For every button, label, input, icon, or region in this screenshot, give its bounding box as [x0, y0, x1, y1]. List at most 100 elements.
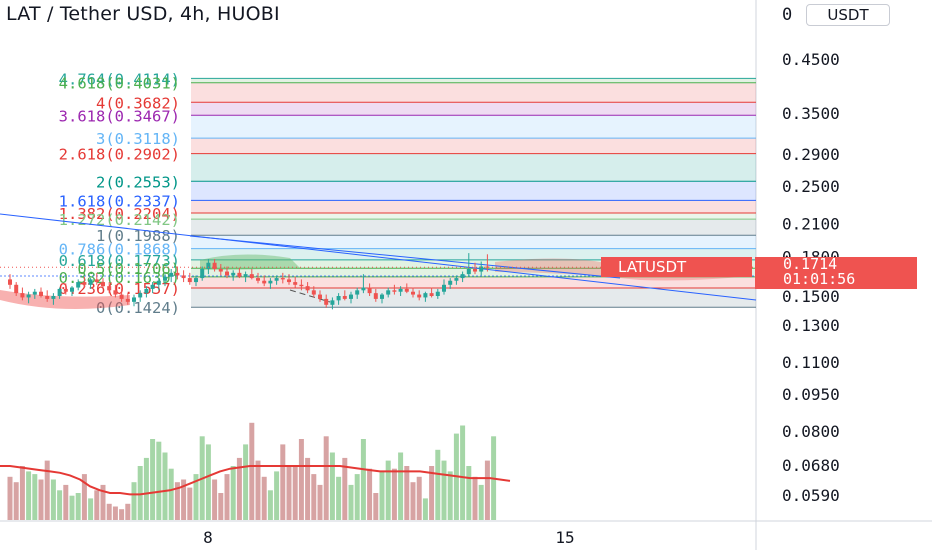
candle-body: [392, 290, 397, 292]
chart-title: LAT / Tether USD, 4h, HUOBI: [6, 3, 280, 25]
volume-bar: [317, 484, 323, 520]
volume-ma-line: [0, 465, 511, 496]
fib-level-label: 0.618(0.1773): [59, 252, 180, 270]
volume-bar: [404, 466, 410, 520]
top-axis-label: 0: [782, 5, 793, 25]
volume-bar: [193, 474, 199, 520]
fib-level-label: 1.272(0.2142): [59, 211, 180, 229]
price-axis-tick: 0.2900: [782, 145, 840, 164]
price-axis-tick: 0.0800: [782, 422, 840, 441]
candle-body: [404, 288, 409, 292]
volume-bar: [323, 436, 329, 520]
volume-bar: [286, 466, 292, 520]
fib-zone: [191, 78, 756, 83]
candle-body: [119, 294, 124, 299]
candle-body: [39, 291, 43, 296]
volume-bar: [168, 468, 174, 520]
price-axis-tick: 0.1100: [782, 353, 840, 372]
volume-bar: [243, 444, 249, 520]
candle-body: [32, 291, 37, 295]
candle-body: [311, 290, 316, 295]
candle-body: [256, 278, 260, 281]
volume-bar: [398, 452, 404, 520]
candle-body: [144, 288, 149, 294]
volume-bar: [19, 466, 25, 520]
candle-body: [206, 262, 211, 269]
candle-body: [138, 293, 143, 298]
volume-bar: [329, 452, 335, 520]
volume-bar: [385, 460, 391, 520]
candle-body: [101, 282, 105, 287]
volume-bar: [119, 509, 125, 520]
price-axis-tick: 0.1300: [782, 316, 840, 335]
candle-body: [454, 278, 459, 281]
volume-bar: [261, 476, 267, 520]
volume-bar: [230, 466, 236, 520]
candle-body: [243, 274, 248, 277]
candle-body: [355, 290, 360, 295]
fib-zone: [191, 235, 756, 249]
candle-body: [479, 266, 484, 272]
candle-body: [299, 284, 304, 287]
candle-body: [181, 275, 186, 279]
volume-bar: [181, 479, 187, 520]
volume-bar: [429, 466, 435, 520]
candle-body: [107, 286, 112, 291]
volume-bar: [50, 479, 56, 520]
volume-bar: [360, 439, 366, 520]
volume-bar: [342, 457, 348, 520]
fib-zone: [191, 153, 756, 182]
candle-body: [249, 274, 254, 279]
fib-level-label: 4(0.3682): [96, 94, 180, 112]
volume-bar: [7, 476, 13, 520]
fib-zone: [191, 212, 756, 220]
volume-bar: [416, 476, 422, 520]
fib-level-label: 4.618(0.4031): [59, 75, 180, 93]
cloud-band-green: [200, 254, 300, 270]
volume-bar: [274, 471, 280, 520]
candle-body: [342, 296, 347, 299]
candle-body: [485, 266, 490, 268]
candle-body: [398, 288, 403, 292]
currency-unit-selector[interactable]: USDT: [806, 4, 890, 26]
last-price-label: 0.1714 01:01:56: [755, 257, 917, 289]
candle-body: [14, 284, 19, 294]
fib-level-label: 1.618(0.2337): [59, 192, 180, 210]
fib-level-label: 0.5(0.1706): [77, 260, 180, 278]
volume-bar: [255, 460, 261, 520]
fib-zone: [191, 138, 756, 154]
candle-body: [156, 280, 161, 285]
fib-zone: [191, 115, 756, 139]
candle-body: [169, 272, 174, 277]
candle-body: [212, 262, 217, 269]
volume-bar: [69, 495, 75, 520]
volume-bar: [379, 471, 385, 520]
candle-body: [163, 276, 167, 281]
fib-level-label: 2.618(0.2902): [59, 146, 180, 164]
fib-zone: [191, 268, 756, 277]
candle-body: [51, 296, 56, 299]
volume-bar: [292, 466, 298, 520]
volume-bar: [249, 422, 255, 520]
candle-body: [57, 288, 62, 296]
volume-bar: [32, 474, 38, 520]
fib-level-label: 1.382(0.2204): [59, 205, 180, 223]
candle-body: [324, 298, 329, 305]
candle-body: [268, 280, 273, 284]
price-axis-tick: 0.1500: [782, 287, 840, 306]
candle-body: [367, 287, 372, 294]
candle-body: [466, 268, 471, 275]
candle-body: [63, 288, 68, 292]
volume-bar: [336, 476, 342, 520]
volume-bar: [94, 490, 100, 520]
fib-zone: [191, 82, 756, 103]
volume-bar: [236, 457, 242, 520]
dashed-projection: [289, 289, 331, 303]
candle-body: [187, 278, 192, 283]
candle-body: [82, 282, 87, 285]
volume-bar: [472, 476, 478, 520]
candle-body: [88, 279, 93, 285]
candle-body: [380, 294, 384, 299]
volume-bar: [218, 493, 224, 520]
